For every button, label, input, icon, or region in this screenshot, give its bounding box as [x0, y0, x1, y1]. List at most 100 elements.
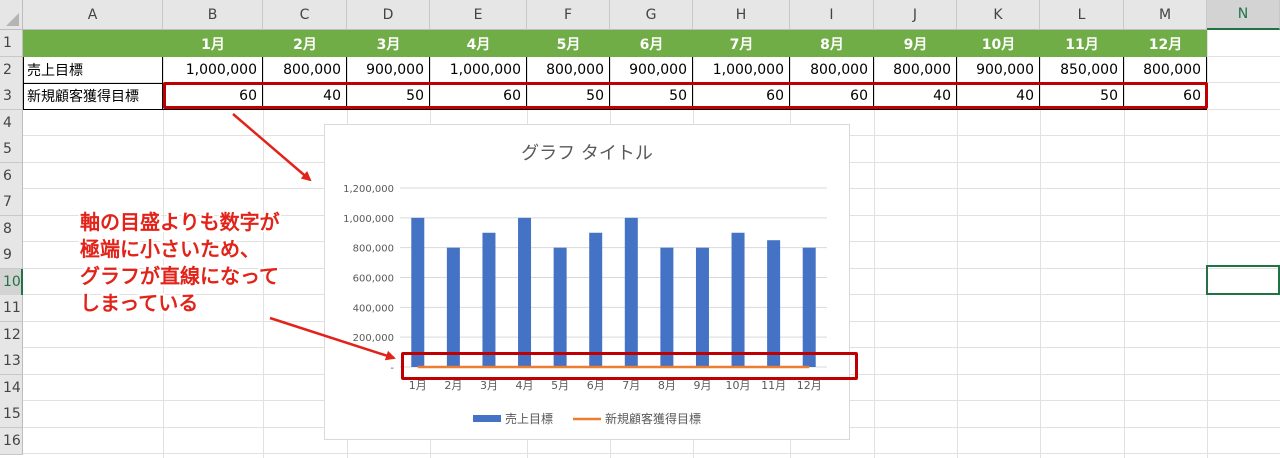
gridline-v [1040, 30, 1041, 458]
x-tick-label: 1月 [409, 379, 427, 392]
bar-7月 [624, 217, 638, 367]
chart-object[interactable]: グラフ タイトル - 200,000 400,000 600,000 800,000 1,0… [324, 124, 850, 440]
row-header-2[interactable]: 2 [0, 57, 23, 84]
y-tick-label: - [390, 363, 394, 374]
row-header-14[interactable]: 14 [0, 375, 23, 402]
y-tick-label: 600,000 [353, 274, 394, 285]
cell-A1[interactable] [23, 30, 163, 57]
cell-new-customer-target[interactable]: 50 [347, 83, 430, 110]
cell-sales-target[interactable]: 850,000 [1040, 57, 1124, 84]
column-header-G[interactable]: G [610, 0, 693, 30]
cell-sales-target[interactable]: 800,000 [263, 57, 347, 84]
cell-month-header[interactable]: 7月 [693, 30, 790, 57]
cell-new-customer-target[interactable]: 60 [163, 83, 263, 110]
row-header-15[interactable]: 15 [0, 401, 23, 428]
y-tick-label: 1,000,000 [343, 214, 394, 225]
column-header-L[interactable]: L [1040, 0, 1124, 30]
row-header-7[interactable]: 7 [0, 189, 23, 216]
annotation-text: 軸の目盛よりも数字が 極端に小さいため、 グラフが直線になって しまっている [80, 209, 280, 317]
row-header-10[interactable]: 10 [0, 269, 23, 296]
cell-new-customer-target[interactable]: 50 [527, 83, 610, 110]
row-header-1[interactable]: 1 [0, 30, 23, 57]
row-header-6[interactable]: 6 [0, 163, 23, 190]
column-header-E[interactable]: E [430, 0, 527, 30]
cell-new-customer-target[interactable]: 60 [790, 83, 874, 110]
cell-new-customer-target[interactable]: 60 [693, 83, 790, 110]
cell-month-header[interactable]: 10月 [957, 30, 1040, 57]
bar-3月 [482, 232, 496, 367]
x-tick-label: 3月 [480, 379, 498, 392]
gridline-v [263, 30, 264, 458]
cell-sales-target[interactable]: 900,000 [347, 57, 430, 84]
cell-sales-target[interactable]: 1,000,000 [163, 57, 263, 84]
cell-month-header[interactable]: 5月 [527, 30, 610, 57]
bar-2月 [446, 247, 460, 367]
cell-month-header[interactable]: 6月 [610, 30, 693, 57]
row-header-3[interactable]: 3 [0, 83, 23, 110]
x-tick-label: 6月 [587, 379, 605, 392]
row-header-13[interactable]: 13 [0, 348, 23, 375]
column-header-B[interactable]: B [163, 0, 263, 30]
cell-new-customer-target[interactable]: 40 [874, 83, 957, 110]
cell-sales-target[interactable]: 800,000 [874, 57, 957, 84]
row-header-8[interactable]: 8 [0, 216, 23, 243]
column-header-H[interactable]: H [693, 0, 790, 30]
cell-month-header[interactable]: 1月 [163, 30, 263, 57]
bar-11月 [767, 240, 781, 367]
cell-sales-target[interactable]: 1,000,000 [693, 57, 790, 84]
x-tick-label: 10月 [726, 379, 751, 392]
cell-new-customer-target[interactable]: 50 [610, 83, 693, 110]
cell-new-customer-target[interactable]: 40 [263, 83, 347, 110]
cell-month-header[interactable]: 4月 [430, 30, 527, 57]
cell-month-header[interactable]: 3月 [347, 30, 430, 57]
cell-month-header[interactable]: 9月 [874, 30, 957, 57]
bar-1月 [411, 217, 425, 367]
cell-month-header[interactable]: 11月 [1040, 30, 1124, 57]
annotation-line-3: グラフが直線になって [80, 264, 279, 288]
column-header-M[interactable]: M [1124, 0, 1207, 30]
row-header-9[interactable]: 9 [0, 242, 23, 269]
cell-new-customer-target[interactable]: 40 [957, 83, 1040, 110]
active-cell-N10[interactable] [1206, 265, 1280, 295]
chart-title: グラフ タイトル [521, 143, 653, 164]
column-header-D[interactable]: D [347, 0, 430, 30]
cell-sales-target[interactable]: 1,000,000 [430, 57, 527, 84]
cell-sales-target[interactable]: 800,000 [527, 57, 610, 84]
cell-month-header[interactable]: 2月 [263, 30, 347, 57]
column-header-I[interactable]: I [790, 0, 874, 30]
column-header-C[interactable]: C [263, 0, 347, 30]
bar-8月 [660, 247, 674, 367]
legend-label-line: 新規顧客獲得目標 [605, 411, 701, 426]
bar-12月 [802, 247, 816, 367]
cell-new-customer-target[interactable]: 50 [1040, 83, 1124, 110]
annotation-line-1: 軸の目盛よりも数字が [80, 210, 280, 234]
cell-month-header[interactable]: 8月 [790, 30, 874, 57]
column-header-J[interactable]: J [874, 0, 957, 30]
cell-sales-target[interactable]: 800,000 [790, 57, 874, 84]
row-header-16[interactable]: 16 [0, 428, 23, 455]
column-header-A[interactable]: A [23, 0, 163, 30]
row-header-11[interactable]: 11 [0, 295, 23, 322]
bar-4月 [518, 217, 532, 367]
cell-month-header[interactable]: 12月 [1124, 30, 1207, 57]
column-header-K[interactable]: K [957, 0, 1040, 30]
cell-sales-target[interactable]: 900,000 [610, 57, 693, 84]
cell-sales-target[interactable]: 800,000 [1124, 57, 1207, 84]
column-header-F[interactable]: F [527, 0, 610, 30]
legend-swatch-bar [473, 415, 501, 422]
annotation-line-2: 極端に小さいため、 [80, 237, 260, 261]
legend-label-bar: 売上目標 [505, 411, 553, 426]
cell-A2-label[interactable]: 売上目標 [23, 57, 163, 84]
y-tick-label: 800,000 [353, 244, 394, 255]
select-all-corner[interactable] [0, 0, 23, 30]
bar-10月 [731, 232, 745, 367]
y-tick-label: 200,000 [353, 333, 394, 344]
cell-new-customer-target[interactable]: 60 [430, 83, 527, 110]
cell-A3-label[interactable]: 新規顧客獲得目標 [23, 83, 163, 110]
row-header-4[interactable]: 4 [0, 110, 23, 137]
column-header-N[interactable]: N [1207, 0, 1280, 30]
cell-sales-target[interactable]: 900,000 [957, 57, 1040, 84]
row-header-12[interactable]: 12 [0, 322, 23, 349]
row-header-5[interactable]: 5 [0, 136, 23, 163]
